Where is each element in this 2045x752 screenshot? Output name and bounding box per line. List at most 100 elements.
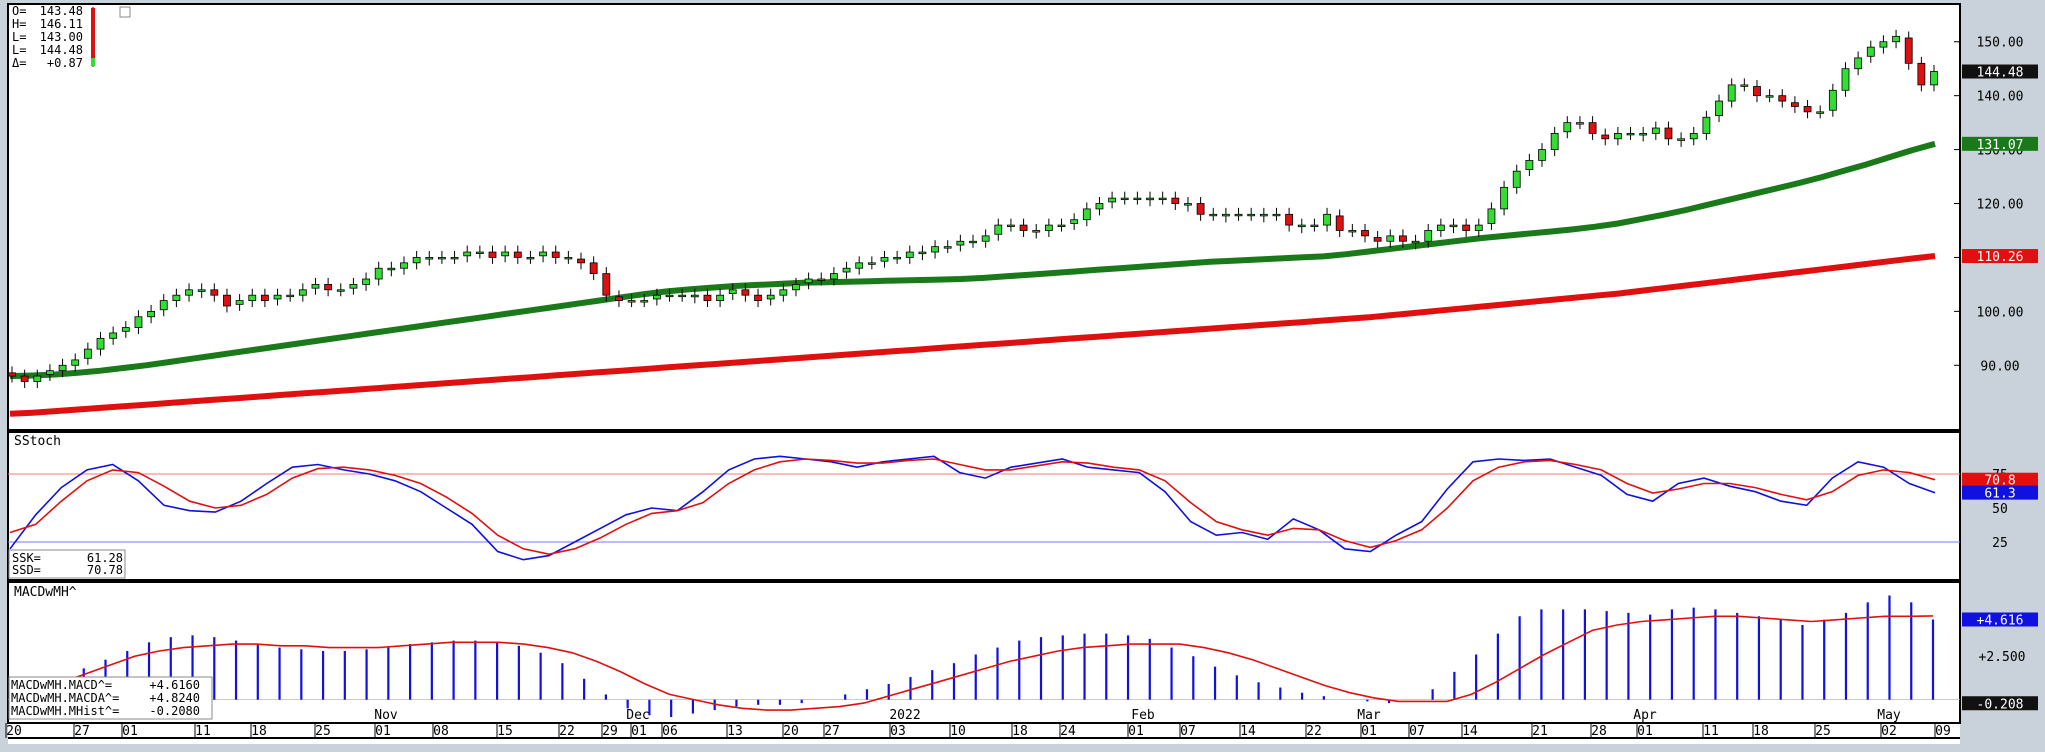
candle-body [147,310,155,318]
candle-body [1057,224,1066,227]
candle-body [1361,230,1369,237]
candle-body [1323,213,1331,226]
candle-body [931,246,939,253]
candle-body [1689,133,1698,140]
x-tick-label: 14 [1462,724,1478,739]
ma-value-label: 110.26 [1977,250,2024,265]
candle-body [678,294,687,298]
x-tick-label: 03 [890,724,906,739]
candle-body [539,251,547,257]
macd-readout-box [8,676,213,720]
candle-body [1512,170,1521,188]
candle-body [1588,122,1597,134]
candle-body [1854,57,1863,70]
candle-body [615,296,623,301]
candle-body [488,251,497,258]
candle-body [311,284,320,289]
x-tick-label: 27 [74,724,90,739]
candle-body [159,300,168,311]
x-tick-label: 25 [315,724,331,739]
candle-body [1082,208,1091,221]
x-tick-label: 01 [1361,724,1377,739]
stoch-value-box [1962,485,2038,500]
x-tick-label: 18 [251,724,267,739]
candle-body [1070,219,1079,224]
macd-value-box [1962,696,2038,711]
candle-body [1032,230,1041,233]
x-month-label: Mar [1357,708,1381,723]
candle-body [336,289,345,292]
x-axis: 20 27 01 11 18 25 01 08 15 22 29 01 06 13 20 27 03 10 18 24… [5,708,1960,739]
candle-body [703,294,712,301]
candle-body [792,284,800,291]
candle-body [1904,37,1913,64]
x-tick-label: 01 [1128,724,1144,739]
candle-body [1651,127,1660,134]
candle-body [1348,230,1357,233]
x-tick-label: 27 [824,724,840,739]
macd-value-label: +4.616 [1977,614,2024,629]
macd-signal-line [61,615,1934,711]
x-tick-label: 11 [1703,724,1719,739]
candle-body [994,224,1003,235]
candle-body [400,262,408,269]
moving-average-line-0 [9,140,1936,380]
x-tick-label: 14 [1240,724,1256,739]
stoch-value-label: 70.8 [1984,474,2015,489]
stoch-readout-label: SSK= [12,551,41,565]
candle-body [210,289,219,296]
x-tick-label: 10 [950,724,966,739]
stoch-line-ssd [9,458,1936,556]
candle-body [46,370,54,375]
x-tick-label: 02 [1881,724,1897,739]
stoch-title: SStoch [14,434,61,449]
candle-body [855,262,864,269]
ohlc-readout-value: +0.87 [47,56,83,70]
candle-body [501,251,510,257]
candle-body [1803,106,1812,113]
ma-value-box [1962,249,2038,264]
candle-body [1019,224,1028,231]
ohlc-readout-value: 146.11 [40,17,83,31]
candle-body [1310,224,1319,227]
candle-body [324,284,333,291]
candle-body [260,294,269,301]
ohlc-readout-label: L= [12,30,26,44]
x-month-label: Feb [1131,708,1155,723]
moving-average-line-1 [9,253,1936,417]
candle-body [1550,133,1559,150]
candle-body [1335,215,1344,231]
candle-body [349,284,358,289]
candle-body [981,235,990,242]
candle-body [1449,224,1458,228]
candle-body [96,337,105,350]
last-price-label: 144.48 [1977,66,2024,81]
candle-body [1285,213,1294,226]
x-month-label: Nov [374,708,398,723]
candle-body [1791,102,1799,107]
ma-value-label: 131.07 [1977,138,2024,153]
candle-body [1879,41,1888,48]
candle-body [1917,62,1926,86]
candle-body [1120,197,1129,201]
candle-body [1386,235,1395,242]
candle-body [298,289,307,296]
candle-body [387,267,396,271]
macd-readout-value: -0.2080 [149,704,200,718]
panel-frame-0 [7,3,1961,431]
candle-body [690,294,699,298]
candle-body [1411,240,1420,244]
ohlc-mini-candle-low [91,58,95,66]
x-tick-label: 01 [1637,724,1653,739]
candle-body [1462,224,1471,231]
stoch-readout-box [8,549,126,579]
candle-body [1108,197,1116,203]
candle-body [1146,197,1154,201]
candle-body [475,251,484,254]
x-tick-label: 09 [1935,724,1951,739]
candle-body [1196,203,1205,215]
price-tick-label: 90.00 [1980,359,2019,374]
candle-body [1259,213,1268,217]
macd-readout-value: +4.8240 [149,691,200,705]
